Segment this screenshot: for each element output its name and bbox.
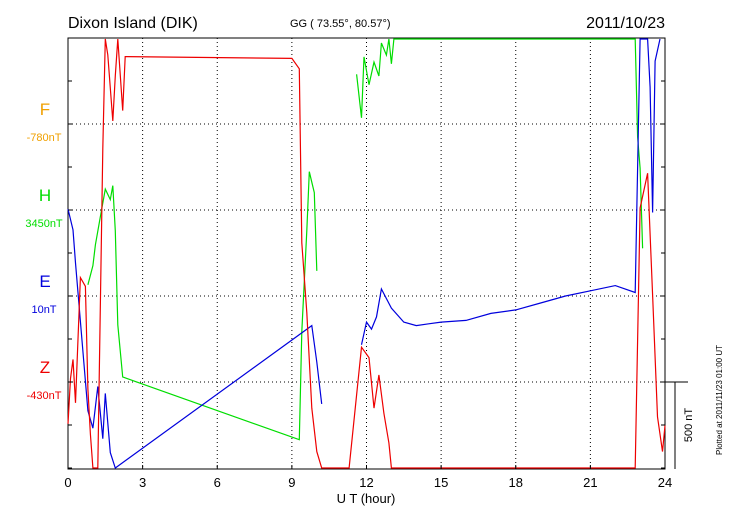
series-Z-line	[67, 38, 666, 469]
series-E-line	[67, 38, 661, 469]
station-title: Dixon Island (DIK)	[68, 15, 198, 32]
baseline-H: 3450nT	[25, 218, 63, 230]
label-E: E	[39, 272, 50, 291]
x-tick-label-12: 12	[359, 475, 373, 490]
baseline-E: 10nT	[31, 304, 56, 316]
x-axis-label: U T (hour)	[337, 491, 396, 506]
label-F: F	[40, 100, 50, 119]
grid-lines	[68, 38, 665, 469]
x-tick-label-21: 21	[583, 475, 597, 490]
x-axis-ticks: 0 3 6 9 12 15 18 21 24	[64, 80, 672, 490]
x-tick-label-9: 9	[288, 475, 295, 490]
baseline-F: -780nT	[27, 132, 62, 144]
component-labels: F -780nT H 3450nT E 10nT Z -430nT	[25, 100, 63, 402]
series-layer	[67, 38, 666, 469]
x-tick-label-18: 18	[509, 475, 523, 490]
plotted-at-note: Plotted at 2011/11/23 01:00 UT	[715, 345, 724, 455]
label-H: H	[39, 186, 51, 205]
x-tick-label-0: 0	[64, 475, 71, 490]
x-tick-label-24: 24	[658, 475, 672, 490]
x-tick-label-15: 15	[434, 475, 448, 490]
x-tick-label-3: 3	[139, 475, 146, 490]
chart-date: 2011/10/23	[586, 15, 665, 32]
series-H-line	[87, 38, 644, 441]
station-coords: GG ( 73.55°, 80.57°)	[290, 18, 391, 30]
label-Z: Z	[40, 358, 50, 377]
x-tick-label-6: 6	[214, 475, 221, 490]
scale-bar-label: 500 nT	[683, 408, 695, 443]
baseline-Z: -430nT	[27, 390, 62, 402]
